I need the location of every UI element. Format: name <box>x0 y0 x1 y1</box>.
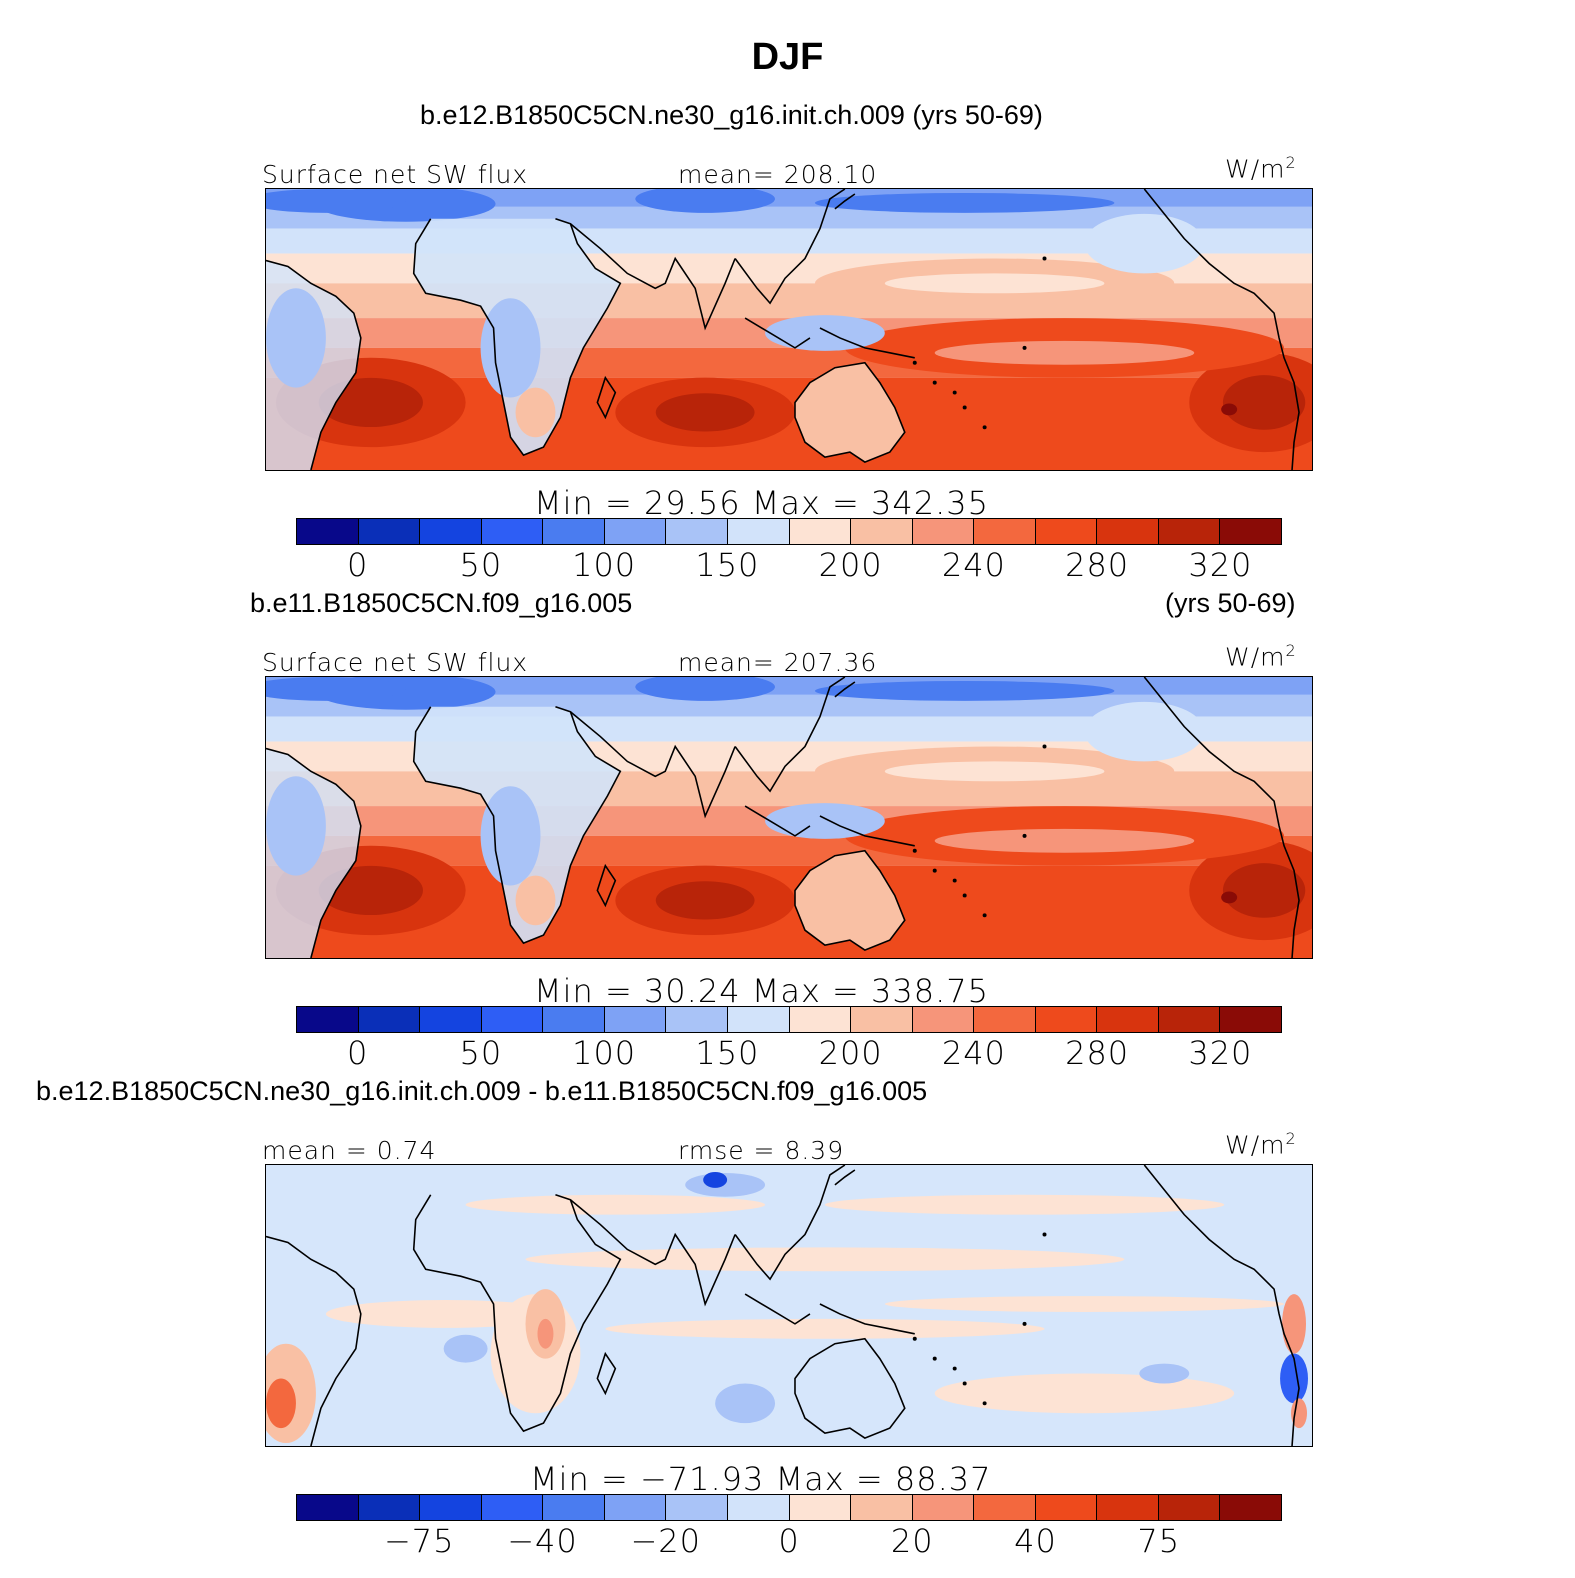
colorbar-swatch <box>666 519 728 544</box>
colorbar-swatch <box>543 519 605 544</box>
colorbar-tick-label: 320 <box>1188 1034 1253 1072</box>
colorbar-swatch <box>789 1495 852 1520</box>
panel1-left-label: Surface net SW flux <box>262 160 529 189</box>
colorbar-swatch <box>666 1007 728 1032</box>
colorbar-tick-label: 200 <box>818 546 883 584</box>
colorbar-swatch <box>1097 519 1159 544</box>
colorbar-swatch <box>420 519 482 544</box>
panel2-minmax: Min = 30.24 Max = 338.75 <box>534 972 989 1010</box>
colorbar-swatch <box>789 1007 852 1032</box>
colorbar-tick-label: 0 <box>778 1522 800 1560</box>
colorbar-swatch <box>297 519 359 544</box>
panel1-mean-label: mean= 208.10 <box>678 160 878 189</box>
colorbar-tick-label: −40 <box>507 1522 578 1560</box>
colorbar-swatch <box>912 519 975 544</box>
colorbar-tick-label: 75 <box>1137 1522 1181 1560</box>
colorbar-swatch <box>1158 1495 1221 1520</box>
colorbar-swatch <box>420 1007 482 1032</box>
panel1-colorbar <box>296 518 1282 545</box>
colorbar-swatch <box>1035 1495 1098 1520</box>
colorbar-swatch <box>1158 1007 1221 1032</box>
colorbar-tick-label: 240 <box>941 1034 1006 1072</box>
colorbar-swatch <box>974 1007 1036 1032</box>
colorbar-swatch <box>1035 1007 1098 1032</box>
colorbar-swatch <box>1220 519 1281 544</box>
panel1-map <box>265 188 1313 471</box>
colorbar-swatch <box>727 1007 790 1032</box>
colorbar-swatch <box>1035 519 1098 544</box>
colorbar-swatch <box>604 519 667 544</box>
colorbar-tick-label: 20 <box>890 1522 934 1560</box>
colorbar-swatch <box>851 1007 913 1032</box>
colorbar-swatch <box>727 1495 790 1520</box>
colorbar-swatch <box>789 519 852 544</box>
colorbar-swatch <box>420 1495 482 1520</box>
colorbar-tick-label: 50 <box>459 546 503 584</box>
colorbar-tick-label: −75 <box>383 1522 455 1560</box>
colorbar-swatch <box>974 519 1036 544</box>
colorbar-swatch <box>851 1495 913 1520</box>
colorbar-swatch <box>358 519 421 544</box>
colorbar-swatch <box>666 1495 728 1520</box>
panel1-minmax: Min = 29.56 Max = 342.35 <box>534 484 989 522</box>
colorbar-swatch <box>358 1495 421 1520</box>
colorbar-swatch <box>1097 1007 1159 1032</box>
colorbar-swatch <box>604 1007 667 1032</box>
colorbar-swatch <box>851 519 913 544</box>
colorbar-swatch <box>1097 1495 1159 1520</box>
colorbar-swatch <box>481 1007 544 1032</box>
panel2-units: W/m2 <box>1225 641 1297 672</box>
colorbar-tick-label: 150 <box>695 1034 760 1072</box>
panel3-mean-label: mean = 0.74 <box>262 1136 437 1165</box>
colorbar-tick-label: 280 <box>1065 1034 1130 1072</box>
colorbar-tick-label: 0 <box>346 546 369 584</box>
panel3-units: W/m2 <box>1225 1129 1297 1160</box>
panel3-case-title: b.e12.B1850C5CN.ne30_g16.init.ch.009 - b… <box>36 1076 928 1106</box>
colorbar-tick-label: −20 <box>630 1522 702 1560</box>
colorbar-tick-label: 100 <box>572 546 637 584</box>
figure-title: DJF <box>751 36 824 78</box>
colorbar-swatch <box>297 1495 359 1520</box>
colorbar-swatch <box>481 519 544 544</box>
panel2-mean-label: mean= 207.36 <box>678 648 878 677</box>
colorbar-swatch <box>543 1007 605 1032</box>
panel2-map <box>265 676 1313 959</box>
colorbar-tick-label: 40 <box>1014 1522 1057 1560</box>
colorbar-tick-label: 240 <box>941 546 1006 584</box>
colorbar-swatch <box>481 1495 544 1520</box>
colorbar-tick-label: 280 <box>1065 546 1130 584</box>
colorbar-tick-label: 100 <box>572 1034 637 1072</box>
panel3-map <box>265 1164 1313 1447</box>
colorbar-tick-label: 150 <box>695 546 760 584</box>
colorbar-swatch <box>974 1495 1036 1520</box>
colorbar-swatch <box>912 1495 975 1520</box>
colorbar-swatch <box>1220 1007 1281 1032</box>
colorbar-swatch <box>912 1007 975 1032</box>
colorbar-swatch <box>358 1007 421 1032</box>
colorbar-swatch <box>297 1007 359 1032</box>
colorbar-tick-label: 200 <box>818 1034 883 1072</box>
colorbar-tick-label: 320 <box>1188 546 1253 584</box>
panel2-colorbar <box>296 1006 1282 1033</box>
colorbar-swatch <box>604 1495 667 1520</box>
colorbar-tick-label: 0 <box>346 1034 369 1072</box>
panel3-colorbar <box>296 1494 1282 1521</box>
panel1-case-title: b.e12.B1850C5CN.ne30_g16.init.ch.009 (yr… <box>420 100 1043 130</box>
colorbar-swatch <box>1220 1495 1281 1520</box>
colorbar-swatch <box>727 519 790 544</box>
panel2-left-label: Surface net SW flux <box>262 648 529 677</box>
panel1-units: W/m2 <box>1225 153 1297 184</box>
panel3-minmax: Min = −71.93 Max = 88.37 <box>530 1460 992 1498</box>
colorbar-tick-label: 50 <box>459 1034 503 1072</box>
panel3-rmse-label: rmse = 8.39 <box>678 1136 845 1165</box>
panel2-case-title: b.e11.B1850C5CN.f09_g16.005 <box>250 588 633 618</box>
colorbar-swatch <box>1158 519 1221 544</box>
panel2-years: (yrs 50-69) <box>1165 588 1296 618</box>
colorbar-swatch <box>543 1495 605 1520</box>
